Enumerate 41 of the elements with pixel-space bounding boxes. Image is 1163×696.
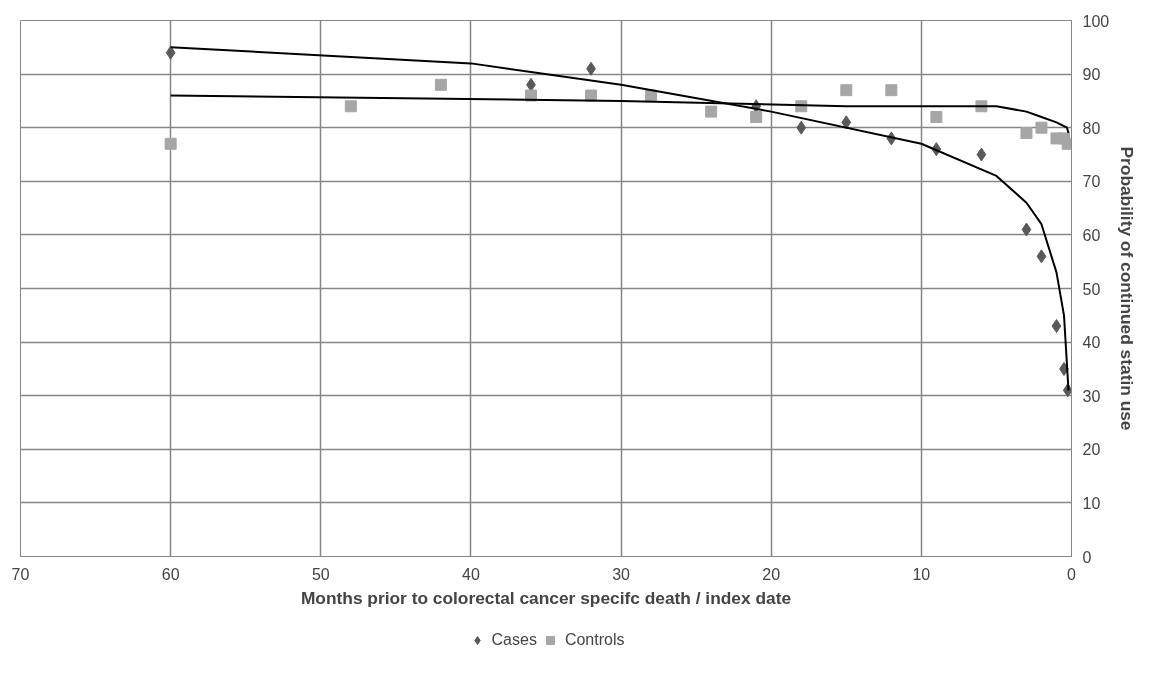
point [885,84,898,97]
x-tick-label: 30 [612,565,631,583]
y-tick-label: 80 [1082,119,1101,137]
point [1051,319,1062,334]
point [165,45,176,60]
x-axis-title: Months prior to colorectal cancer specifc death / index date [300,587,792,608]
point [841,115,852,130]
y-tick-label: 20 [1082,441,1101,459]
point [164,137,177,150]
x-tick-label: 40 [462,565,480,583]
point [1061,137,1072,150]
x-tick-label: 60 [161,565,180,583]
point [840,84,853,97]
y-tick-label: 50 [1082,280,1101,298]
point [434,78,447,91]
point [344,100,357,113]
point [930,110,943,123]
point [1020,127,1033,140]
point [796,120,807,135]
y-tick-label: 100 [1082,12,1110,30]
point [976,147,987,162]
point [1036,249,1047,264]
point [705,105,718,118]
x-tick-label: 20 [762,565,781,583]
y-tick-label: 10 [1082,494,1101,512]
x-tick-label: 70 [11,565,30,583]
x-tick-label: 10 [912,565,931,583]
y-tick-label: 40 [1082,334,1101,352]
x-tick-label: 0 [1067,565,1077,583]
y-tick-label: 30 [1082,387,1101,405]
y-tick-label: 60 [1082,226,1101,244]
y-axis-title: Probability of continued statin use [1117,146,1138,431]
y-tick-label: 0 [1082,548,1092,566]
y-tick-label: 90 [1082,66,1101,84]
point [1021,222,1032,237]
point [750,110,763,123]
point [1035,121,1048,134]
x-tick-label: 50 [311,565,330,583]
legend-label: Controls [564,631,625,649]
y-tick-label: 70 [1082,173,1101,191]
legend-label: Cases [491,631,537,649]
